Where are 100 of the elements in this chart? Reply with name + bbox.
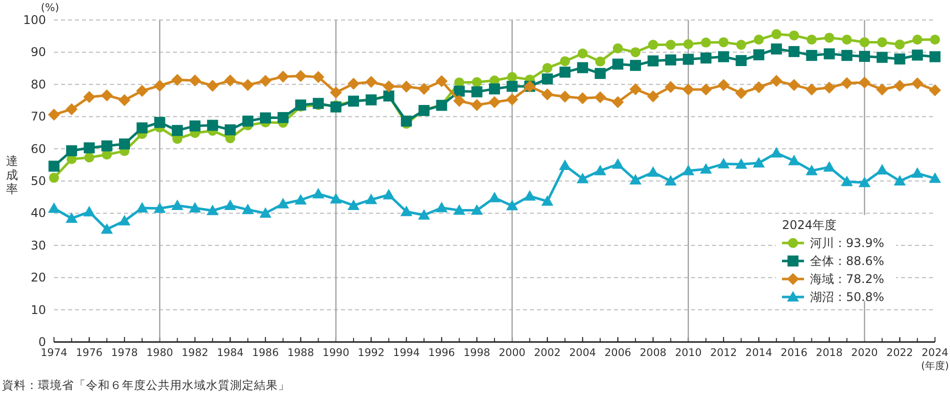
y-tick-label: 10 xyxy=(30,302,46,317)
point xyxy=(507,72,518,82)
point xyxy=(911,77,924,90)
point xyxy=(859,50,870,62)
point xyxy=(629,174,642,185)
x-tick-label: 2002 xyxy=(534,347,561,359)
point xyxy=(83,90,96,103)
point xyxy=(400,80,412,93)
point xyxy=(683,39,694,50)
y-tick-label: 90 xyxy=(30,45,46,60)
x-tick-label: 2018 xyxy=(816,347,843,359)
point xyxy=(648,40,658,50)
point xyxy=(700,163,712,174)
point xyxy=(929,84,941,96)
point xyxy=(682,54,694,65)
point xyxy=(806,34,817,45)
point xyxy=(277,198,290,208)
point xyxy=(348,78,360,90)
point xyxy=(365,194,378,204)
y-axis-title: 達成率 xyxy=(6,154,18,196)
x-tick-label: 1988 xyxy=(287,347,314,359)
y-tick-label: 60 xyxy=(30,142,46,156)
point xyxy=(260,112,271,124)
point xyxy=(858,76,871,88)
point xyxy=(49,172,59,183)
point xyxy=(770,74,782,87)
point xyxy=(718,51,730,62)
x-tick-label: 2014 xyxy=(745,347,772,359)
point xyxy=(876,52,888,63)
x-tick-label: 1992 xyxy=(358,347,385,359)
point xyxy=(823,82,836,94)
point xyxy=(735,87,748,100)
point xyxy=(594,164,606,176)
point xyxy=(330,86,342,98)
point xyxy=(666,40,676,50)
point xyxy=(66,103,78,116)
x-tick-label: 1984 xyxy=(216,347,244,359)
point xyxy=(171,74,184,86)
point xyxy=(647,90,660,102)
point xyxy=(48,202,60,213)
point xyxy=(700,52,712,64)
point xyxy=(189,120,200,132)
point xyxy=(365,76,378,88)
point xyxy=(259,74,272,87)
point xyxy=(382,188,395,200)
point xyxy=(470,204,483,215)
point xyxy=(858,176,871,188)
point xyxy=(735,158,748,169)
point xyxy=(488,96,500,108)
x-tick-label: 1986 xyxy=(252,347,280,359)
x-tick-label: 2024 xyxy=(922,347,949,359)
point xyxy=(418,209,430,220)
point xyxy=(259,207,272,218)
point xyxy=(154,202,166,213)
point xyxy=(278,112,289,124)
point xyxy=(66,145,78,156)
point xyxy=(788,154,800,166)
point xyxy=(541,88,554,100)
point xyxy=(436,75,448,88)
point xyxy=(101,140,112,152)
point xyxy=(542,62,552,73)
text: 資料：環境省「令和６年度公共用水域水質測定結果」 xyxy=(2,378,290,392)
point xyxy=(382,80,395,92)
y-tick-label: 0 xyxy=(38,335,46,349)
x-tick-label: 2012 xyxy=(710,347,737,359)
point xyxy=(471,86,482,98)
point xyxy=(700,38,711,48)
y-tick-label: 40 xyxy=(30,206,46,220)
point xyxy=(789,30,800,40)
point xyxy=(860,37,870,48)
point xyxy=(66,212,78,223)
point xyxy=(242,116,254,127)
point xyxy=(277,70,290,83)
point xyxy=(506,94,518,106)
point xyxy=(894,175,906,186)
point xyxy=(100,223,113,234)
point xyxy=(612,158,624,169)
point xyxy=(682,84,694,96)
x-tick-label: 1998 xyxy=(464,347,490,359)
point xyxy=(823,161,836,172)
point xyxy=(453,94,466,107)
point xyxy=(48,160,60,172)
x-tick-label: 2004 xyxy=(569,347,596,359)
point xyxy=(594,68,606,79)
point xyxy=(630,60,641,71)
point xyxy=(488,192,500,202)
point xyxy=(736,55,747,66)
x-tick-label: 2000 xyxy=(498,347,526,359)
point xyxy=(206,204,219,216)
point xyxy=(771,29,782,40)
point xyxy=(752,81,765,94)
point xyxy=(489,83,500,94)
y-tick-label: 20 xyxy=(30,270,46,285)
point xyxy=(312,188,324,198)
point xyxy=(930,34,940,45)
point xyxy=(118,94,130,106)
point xyxy=(436,202,448,212)
legend-label: 全体：88.6% xyxy=(810,254,884,268)
point xyxy=(736,40,746,50)
point xyxy=(472,77,482,88)
